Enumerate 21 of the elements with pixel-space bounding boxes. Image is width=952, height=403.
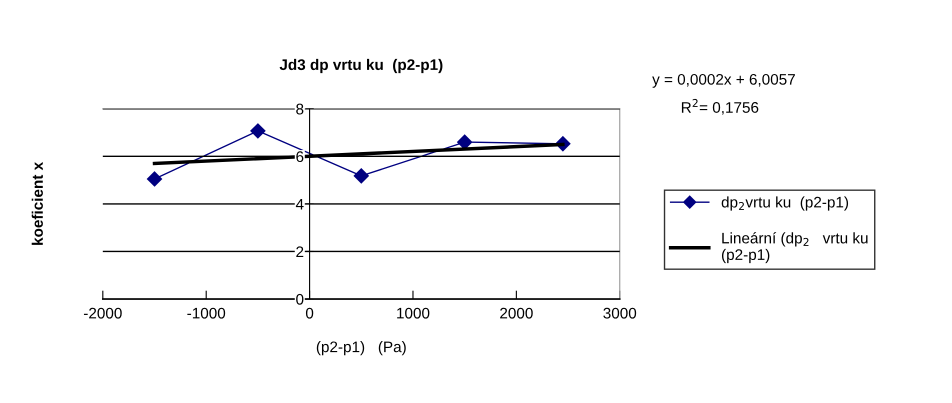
x-tick-label: 0 (306, 308, 314, 319)
x-tick-label: 2000 (500, 308, 533, 319)
y-tick-label: 4 (296, 198, 304, 210)
text: R$^{2}$= 0,1756 (682, 98, 758, 115)
legend-label: dp$_{2}$vrtu ku (p2-p1) (722, 196, 848, 211)
text: Lineární (dp$_{2}$ vrtu ku (p2-p1) (722, 232, 868, 264)
chart-title: Jd3 dp vrtu ku (p2-p1) (280, 58, 442, 74)
y-axis-title: koeficient x (32, 162, 43, 245)
text: y = 0,0002x + 6,0057 (652, 74, 795, 88)
y-tick-label: 6 (296, 151, 304, 162)
y-tick-label: 0 (296, 294, 304, 305)
x-tick-label: 1000 (397, 308, 430, 319)
x-tick-label: 3000 (603, 308, 636, 319)
point (250, 123, 266, 138)
point (146, 171, 162, 187)
y-tick-label: 8 (296, 104, 304, 114)
x-axis-title: (p2-p1) (Pa) (316, 341, 406, 356)
y-tick-label: 2 (296, 246, 304, 258)
x-tick-label: -2000 (84, 308, 122, 319)
point (354, 168, 369, 184)
x-tick-label: -1000 (187, 308, 226, 319)
